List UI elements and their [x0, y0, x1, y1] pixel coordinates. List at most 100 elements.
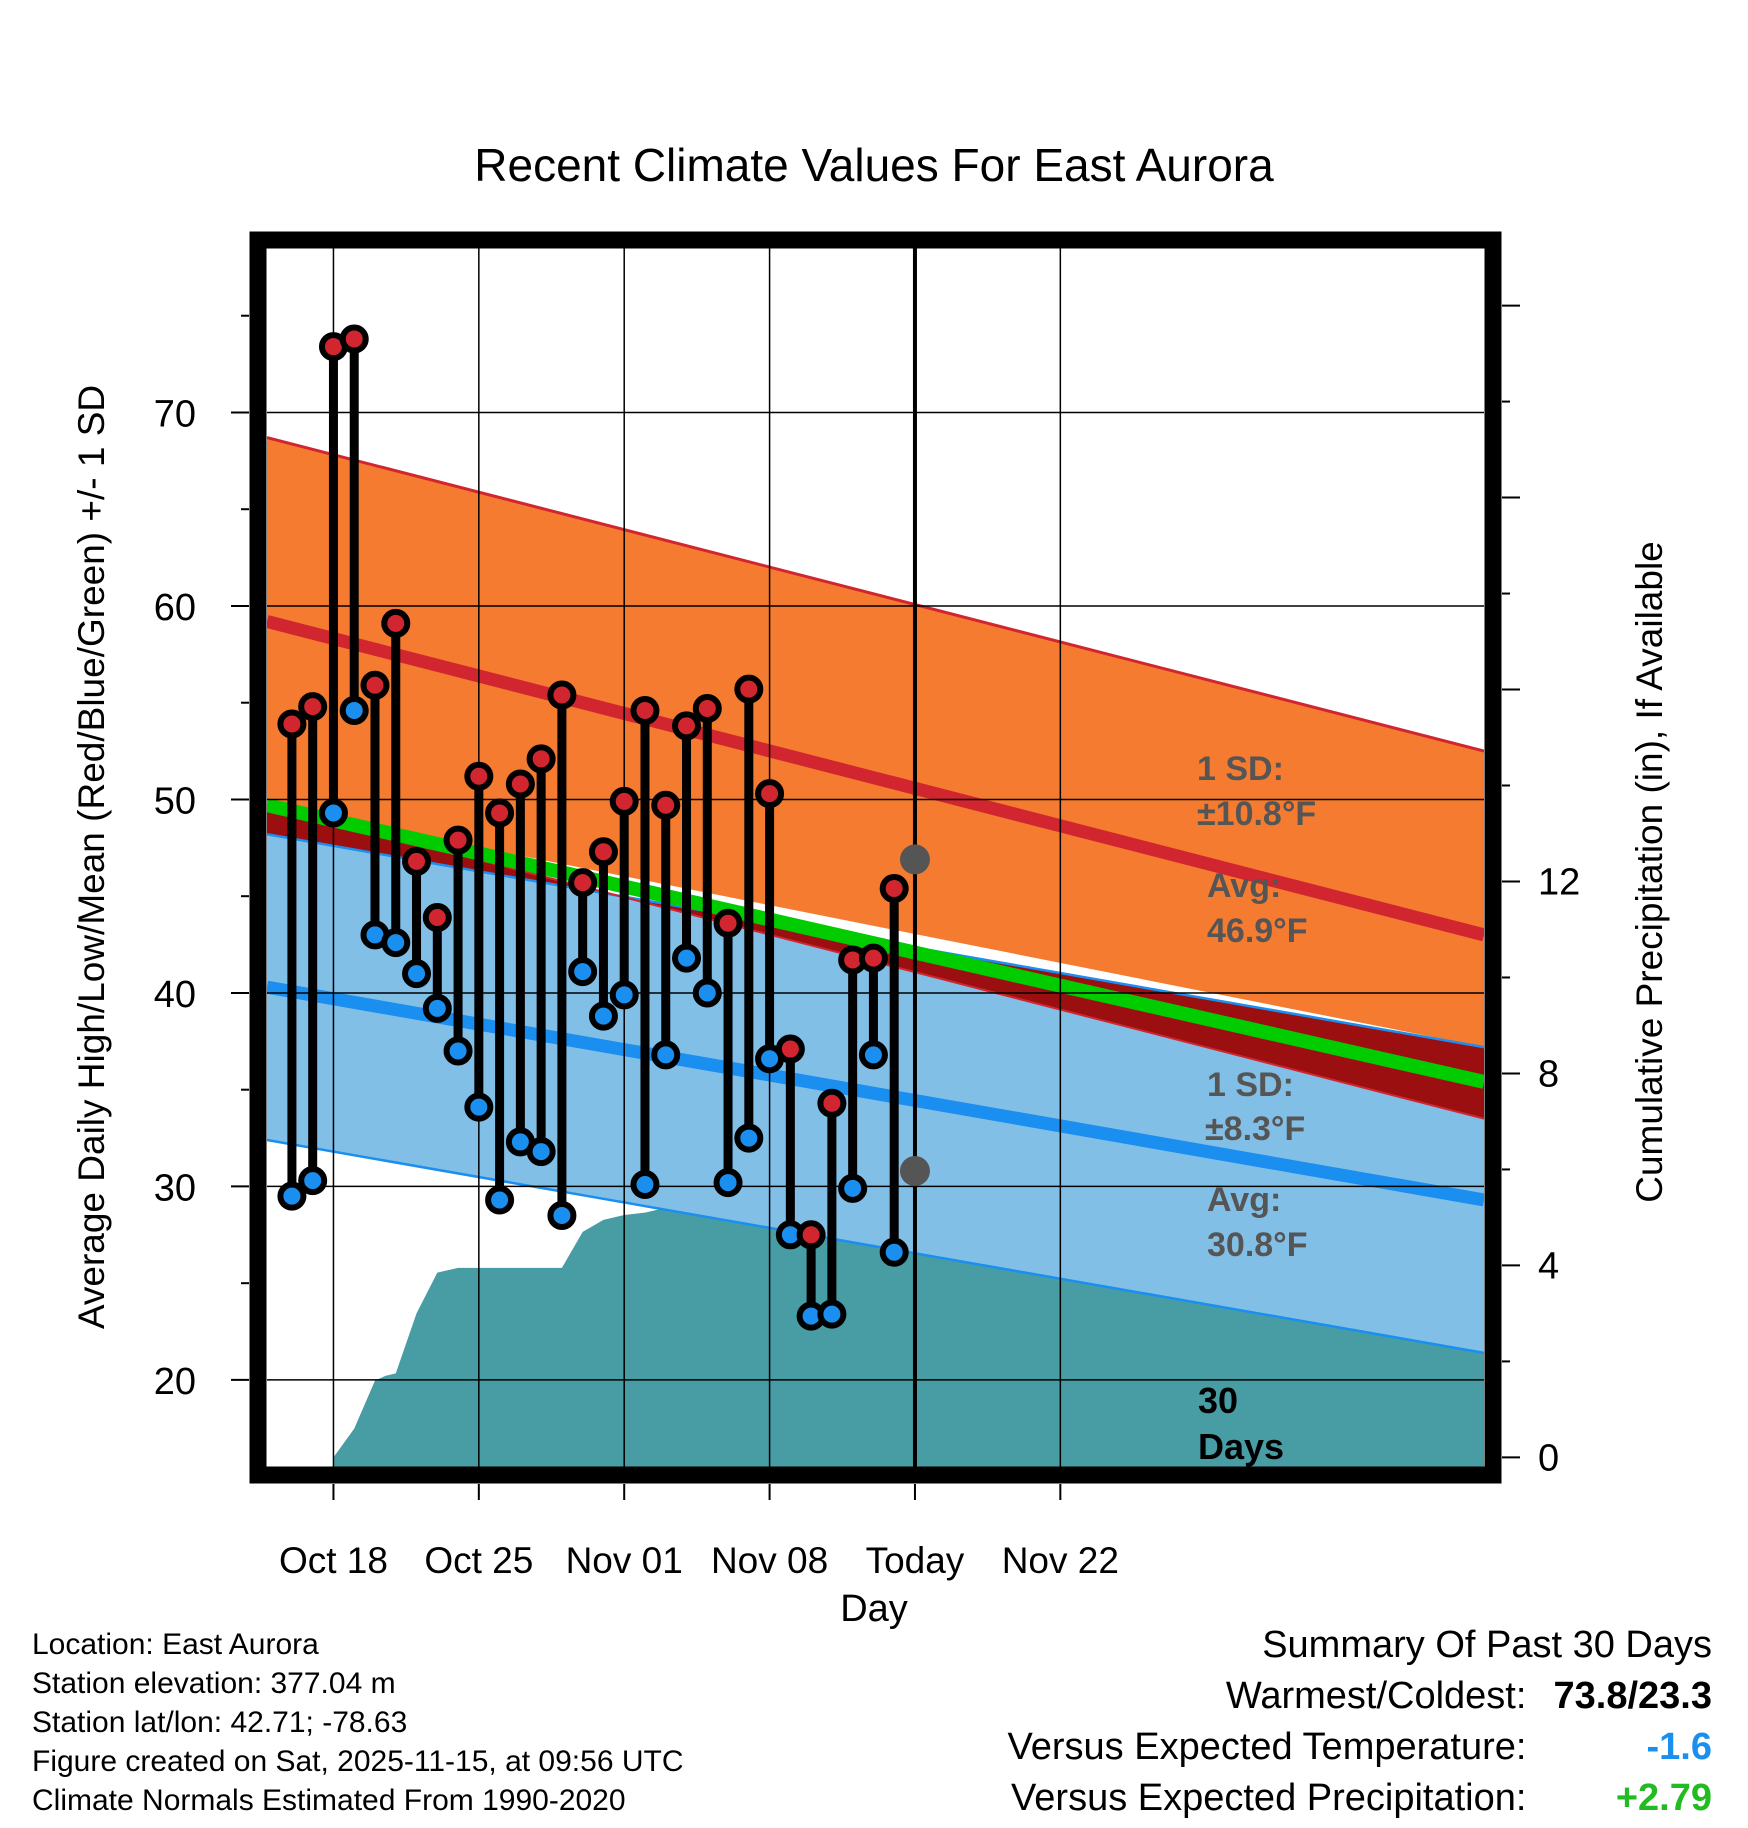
high-average-marker: [899, 844, 930, 875]
right-y-axis: 0 4 8 12: [1502, 304, 1580, 1479]
y-tick-label: 50: [154, 780, 196, 822]
low-band-lower-edge: [267, 1138, 1484, 1355]
x-tick-label: Nov 08: [711, 1540, 828, 1581]
x-tick-label: Today: [866, 1540, 965, 1581]
precip-value: +2.79: [1615, 1777, 1712, 1819]
daily-high-point: [609, 786, 639, 816]
warm-cold-value: 73.8/23.3: [1553, 1675, 1712, 1717]
daily-low-point: [402, 959, 432, 989]
y-tick-label: 60: [154, 587, 196, 629]
high-annotation: 1 SD: ±10.8°F Avg: 46.9°F: [1197, 750, 1316, 950]
low-avg-value: 30.8°F: [1207, 1226, 1308, 1264]
window-label-part: Days: [1198, 1426, 1284, 1467]
daily-low-point: [277, 1181, 307, 1211]
daily-high-point: [547, 680, 577, 710]
daily-high-point: [381, 608, 411, 638]
temp-value: -1.6: [1646, 1726, 1712, 1768]
daily-high-point: [505, 769, 535, 799]
y2-tick-label: 12: [1538, 861, 1580, 903]
daily-low-point: [817, 1299, 847, 1329]
y2-tick-label: 0: [1538, 1437, 1559, 1479]
high-sd-band: [267, 437, 1484, 1048]
daily-high-point: [464, 761, 494, 791]
daily-low-point: [443, 1036, 473, 1066]
y-axis-label: Average Daily High/Low/Mean (Red/Blue/Gr…: [71, 385, 112, 1329]
high-avg-value: 46.9°F: [1207, 912, 1308, 950]
daily-low-point: [547, 1200, 577, 1230]
daily-high-point: [734, 674, 764, 704]
daily-low-point: [734, 1123, 764, 1153]
daily-low-point: [381, 928, 411, 958]
daily-low-point: [609, 980, 639, 1010]
summary-title: Summary Of Past 30 Days: [1262, 1624, 1712, 1666]
daily-high-point: [402, 846, 432, 876]
plot-frame: [249, 231, 1502, 1484]
x-tick-label: Oct 25: [424, 1540, 533, 1581]
daily-high-point: [277, 709, 307, 739]
daily-high-point: [443, 825, 473, 855]
daily-low-point: [879, 1237, 909, 1267]
temp-label: Versus Expected Temperature:: [1007, 1726, 1527, 1768]
daily-high-point: [339, 324, 369, 354]
y-tick-label: 40: [154, 974, 196, 1016]
window-label: 30 Days: [1198, 1380, 1284, 1467]
x-axis: Oct 18 Oct 25 Nov 01 Nov 08 Today Nov 22: [279, 1484, 1119, 1581]
station-elevation: Station elevation: 377.04 m: [32, 1667, 396, 1700]
x-tick-label: Nov 01: [566, 1540, 683, 1581]
station-latlon: Station lat/lon: 42.71; -78.63: [32, 1706, 408, 1739]
x-tick-label: Nov 22: [1002, 1540, 1119, 1581]
y2-axis-label: Cumulative Precipitation (in), If Availa…: [1629, 541, 1670, 1203]
daily-high-point: [588, 837, 618, 867]
summary-panel: Summary Of Past 30 Days Warmest/Coldest:…: [1008, 1620, 1712, 1824]
daily-low-point: [318, 798, 348, 828]
high-sd-value: ±10.8°F: [1197, 795, 1316, 833]
daily-low-point: [568, 957, 598, 987]
low-annotation: 1 SD: ±8.3°F Avg: 30.8°F: [1205, 1066, 1308, 1264]
summary-precip: Versus Expected Precipitation: +2.79: [1008, 1773, 1712, 1824]
daily-low-point: [526, 1137, 556, 1167]
daily-low-point: [672, 943, 702, 973]
window-label-part: 30: [1198, 1380, 1238, 1421]
high-sd-label: 1 SD:: [1197, 750, 1284, 788]
high-band-upper-edge: [267, 436, 1484, 753]
daily-low-point: [651, 1040, 681, 1070]
figure-created: Figure created on Sat, 2025-11-15, at 09…: [32, 1745, 684, 1778]
daily-temperature-bars: [277, 324, 909, 1331]
daily-high-point: [817, 1088, 847, 1118]
daily-high-point: [298, 692, 328, 722]
daily-low-point: [485, 1185, 515, 1215]
daily-low-point: [339, 695, 369, 725]
normal-mean-line: [267, 798, 1484, 1089]
low-average-marker: [899, 1155, 930, 1186]
daily-high-point: [755, 779, 785, 809]
y-tick-label: 20: [154, 1361, 196, 1403]
daily-low-point: [692, 978, 722, 1008]
low-sd-label: 1 SD:: [1207, 1066, 1294, 1104]
daily-low-point: [422, 993, 452, 1023]
normals-period: Climate Normals Estimated From 1990-2020: [32, 1784, 626, 1817]
daily-high-point: [422, 902, 452, 932]
y2-tick-label: 8: [1538, 1053, 1559, 1095]
daily-high-point: [485, 798, 515, 828]
low-sd-value: ±8.3°F: [1205, 1110, 1305, 1148]
x-axis-label: Day: [840, 1588, 908, 1630]
low-avg-label: Avg:: [1207, 1181, 1281, 1219]
summary-temp: Versus Expected Temperature: -1.6: [1008, 1722, 1712, 1773]
daily-low-point: [838, 1173, 868, 1203]
station-location: Location: East Aurora: [32, 1628, 319, 1661]
daily-low-point: [858, 1040, 888, 1070]
daily-high-point: [360, 670, 390, 700]
x-tick-label: Oct 18: [279, 1540, 388, 1581]
y2-tick-label: 4: [1538, 1245, 1559, 1287]
daily-high-point: [692, 694, 722, 724]
daily-low-point: [588, 1001, 618, 1031]
summary-warm-cold: Warmest/Coldest: 73.8/23.3: [1008, 1671, 1712, 1722]
daily-high-point: [526, 744, 556, 774]
daily-high-point: [672, 711, 702, 741]
warm-cold-label: Warmest/Coldest:: [1225, 1675, 1527, 1717]
daily-low-point: [464, 1092, 494, 1122]
daily-high-point: [858, 943, 888, 973]
y-tick-label: 30: [154, 1167, 196, 1209]
daily-high-point: [651, 790, 681, 820]
